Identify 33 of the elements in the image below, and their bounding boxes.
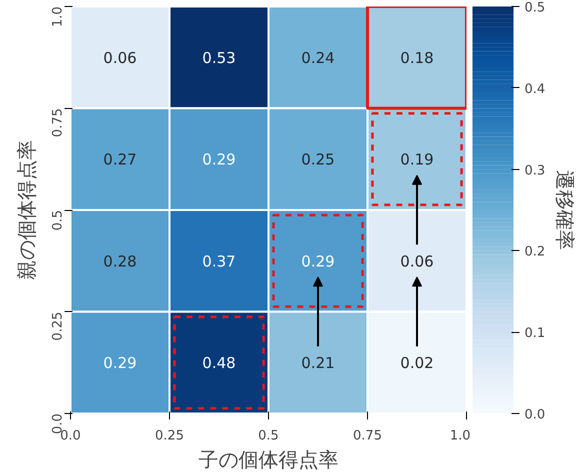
y-tick-label: 1.0: [50, 6, 66, 28]
color-bar-label: 0.2: [524, 244, 546, 260]
data-label: 0.24: [301, 48, 335, 67]
data-label: 0.29: [301, 252, 335, 270]
color-bar-label: 0.3: [524, 163, 546, 178]
data-label: 0.25: [301, 150, 335, 169]
x-tick-label: 1.0: [450, 428, 471, 444]
data-label: 0.29: [103, 354, 137, 372]
data-label: 0.27: [103, 150, 137, 169]
data-label: 0.18: [400, 48, 434, 67]
data-label: 0.37: [202, 252, 236, 270]
x-tick-label: 0.5: [258, 428, 279, 444]
x-tick-label: 0.75: [353, 428, 382, 444]
data-label: 0.53: [202, 48, 236, 67]
y-tick-label: 0.75: [50, 108, 66, 138]
data-label: 0.06: [103, 48, 137, 67]
data-label: 0.21: [301, 354, 335, 372]
color-bar-title: 遷移確率: [553, 170, 578, 250]
data-label: 0.06: [400, 252, 434, 270]
y-axis-title: 親の個体得点率: [14, 140, 38, 280]
color-bar-label: 0.4: [524, 82, 546, 97]
y-tick-label: 0.25: [50, 312, 66, 341]
data-label: 0.28: [103, 252, 137, 270]
data-label: 0.19: [400, 150, 434, 169]
y-tick-label: 0.5: [50, 210, 66, 231]
color-bar-label: 0.5: [524, 0, 546, 16]
x-axis-title: 子の個体得点率: [198, 448, 338, 472]
color-bar-label: 0.0: [524, 408, 546, 422]
data-label: 0.02: [400, 354, 434, 372]
data-label: 0.29: [202, 150, 236, 169]
data-label: 0.48: [202, 354, 236, 372]
color-bar-label: 0.1: [524, 326, 546, 342]
x-tick-label: 0.25: [155, 428, 184, 444]
